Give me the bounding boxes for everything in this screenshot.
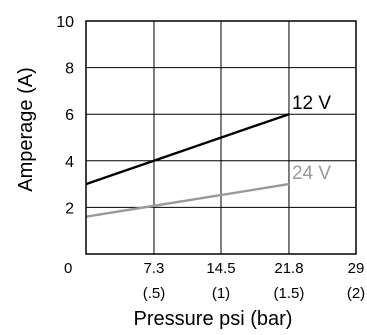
y-tick-label: 10 (56, 14, 74, 31)
y-tick-label: 8 (65, 61, 74, 78)
y-tick-label: 6 (65, 107, 74, 124)
y-tick-label: 2 (65, 200, 74, 217)
series-labels: 12 V 24 V (292, 93, 331, 184)
x-tick-label-psi: 7.3 (144, 260, 165, 277)
x-tick-label-psi: 14.5 (206, 260, 235, 277)
grid (86, 21, 356, 254)
x-tick-label-bar: (1.5) (274, 285, 305, 302)
series-lines (85, 113, 290, 218)
x-tick-label-psi: 0 (64, 260, 72, 277)
x-tick-labels: 0 7.3 (.5) 14.5 (1) 21.8 (1.5) 29 (2) (64, 260, 365, 302)
x-tick-label-bar: (.5) (143, 285, 166, 302)
x-tick-label-bar: (1) (212, 285, 230, 302)
series-line-1 (85, 113, 290, 186)
x-tick-label-psi: 21.8 (274, 260, 303, 277)
series-label-1: 12 V (292, 93, 331, 114)
plot-frame (85, 20, 357, 255)
y-tick-labels: 2 4 6 8 10 (56, 14, 74, 217)
series-label-2: 24 V (292, 163, 331, 184)
y-tick-label: 4 (65, 154, 74, 171)
series-line-2 (85, 182, 290, 218)
x-tick-label-bar: (2) (347, 285, 365, 302)
x-tick-label-psi: 29 (348, 260, 365, 277)
x-axis-title: Pressure psi (bar) (134, 308, 293, 330)
y-axis-title: Amperage (A) (15, 67, 37, 192)
